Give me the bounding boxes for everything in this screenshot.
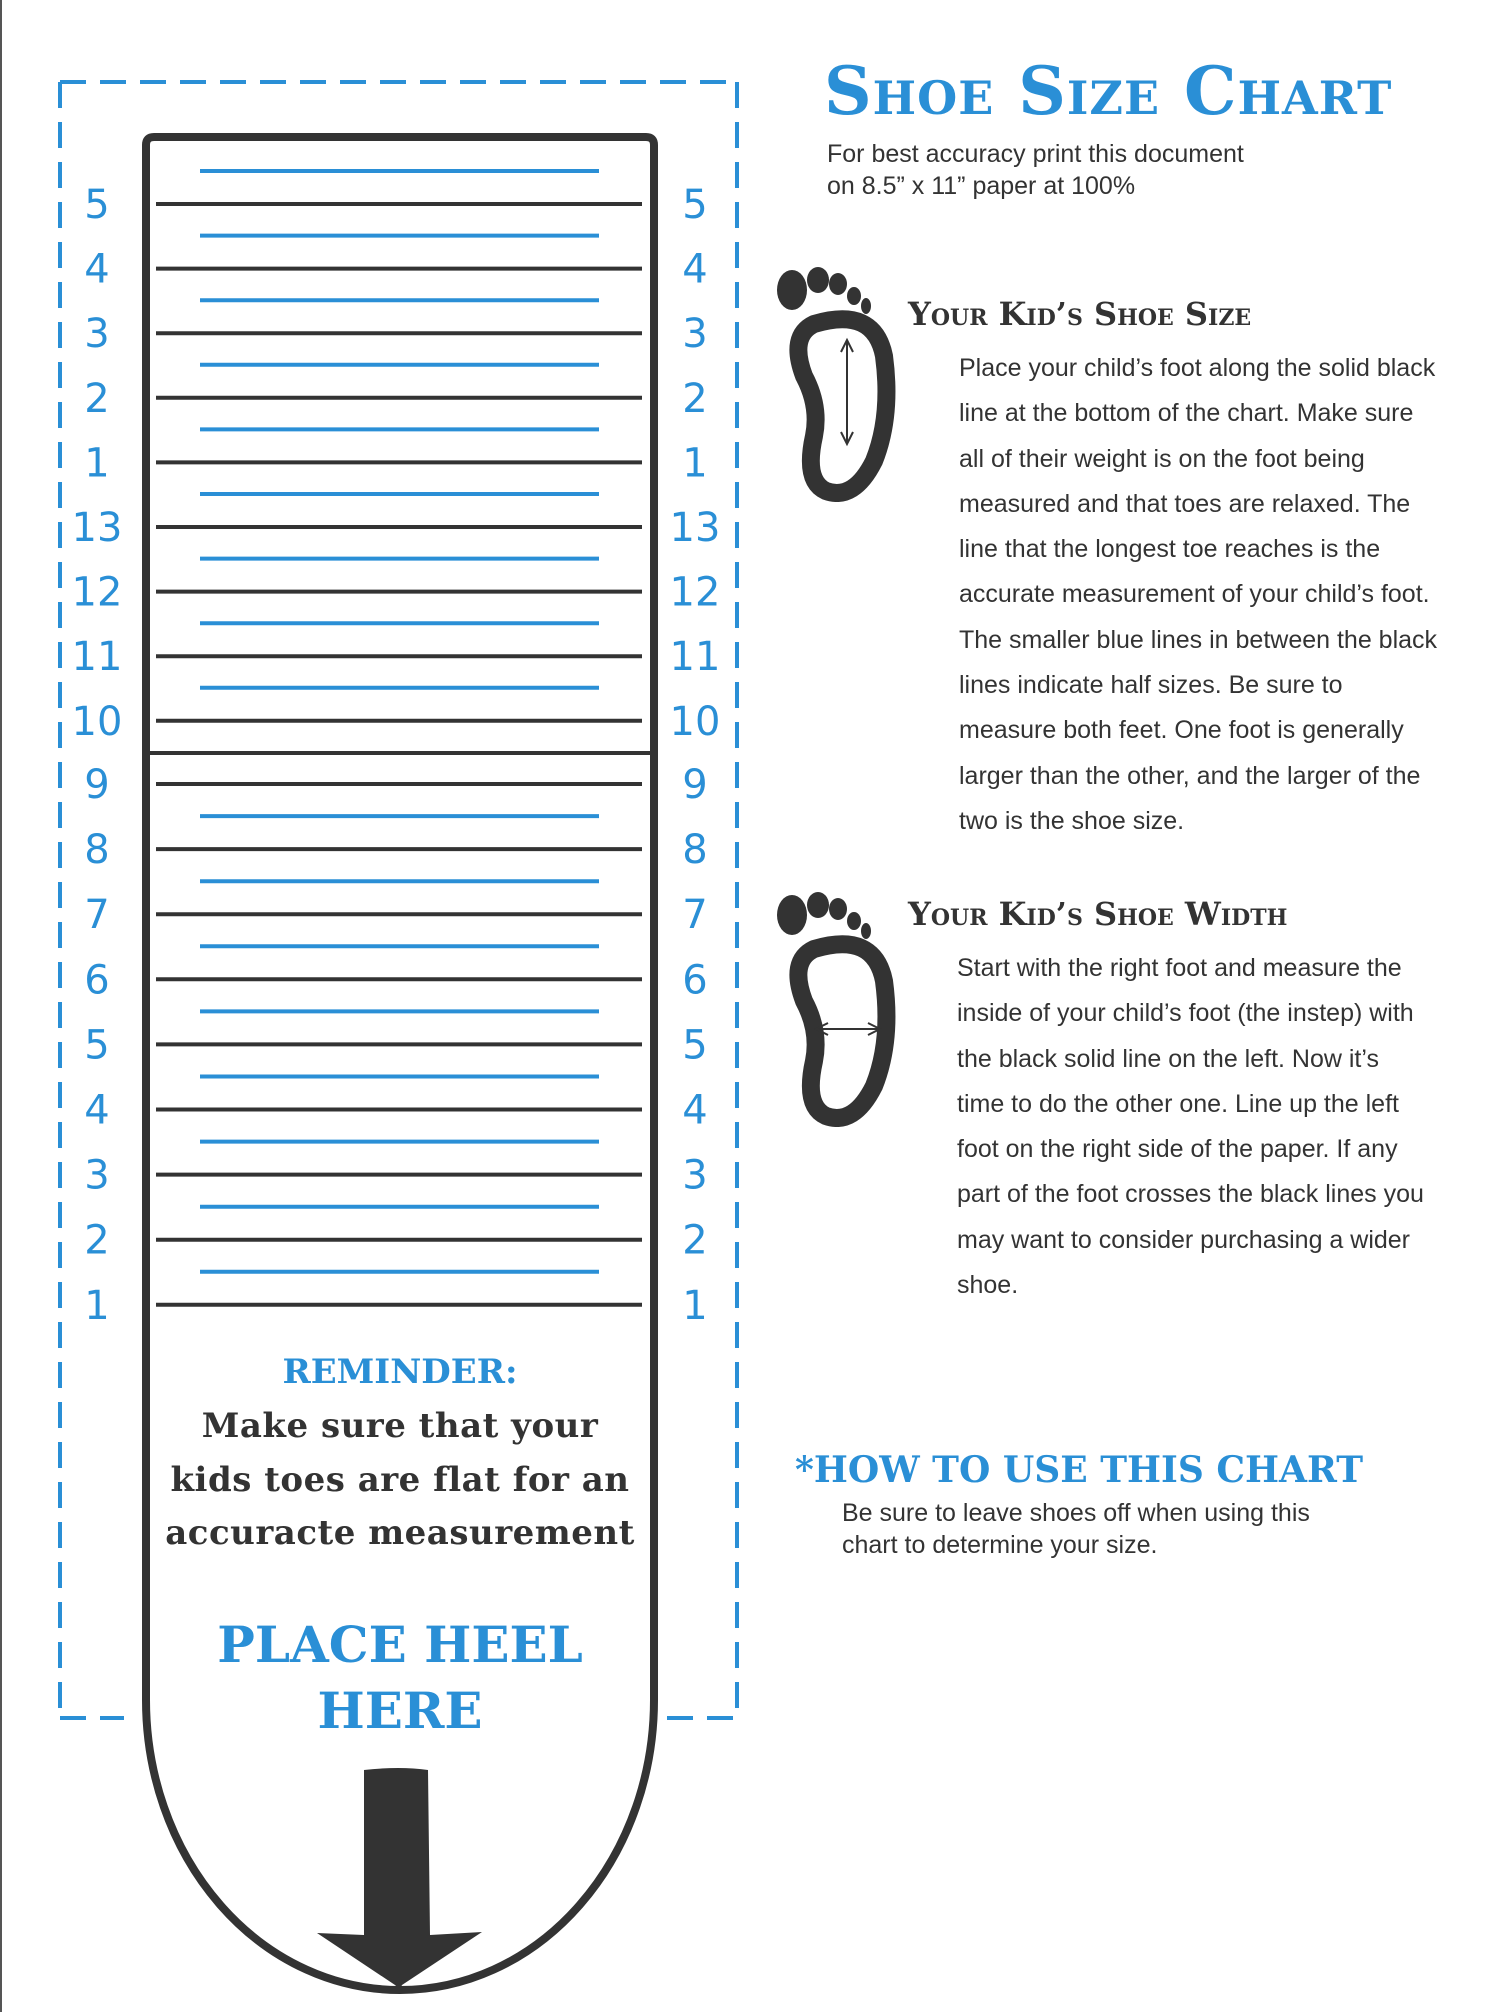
size-label: 12 bbox=[72, 570, 123, 616]
size-label: 1 bbox=[682, 440, 707, 486]
size-label: 13 bbox=[72, 505, 123, 551]
reminder-line: Make sure that your bbox=[201, 1406, 599, 1446]
size-label: 3 bbox=[84, 1153, 109, 1199]
size-label: 3 bbox=[682, 311, 707, 357]
dashed-cut-border bbox=[58, 80, 739, 1720]
print-instructions: For best accuracy print this document on… bbox=[827, 138, 1244, 202]
size-label: 2 bbox=[682, 1218, 707, 1264]
paragraph-line: Place your child’s foot along the solid … bbox=[959, 354, 1436, 382]
paragraph-line: lines indicate half sizes. Be sure to bbox=[959, 671, 1343, 700]
size-label: 1 bbox=[682, 1283, 707, 1329]
size-label: 9 bbox=[682, 762, 707, 808]
reminder-title: REMINDER: bbox=[282, 1352, 518, 1392]
shoe-width-instructions: Start with the right foot and measure th… bbox=[957, 946, 1496, 1308]
subtitle-line: For best accuracy print this document bbox=[827, 140, 1244, 168]
size-label: 4 bbox=[682, 1088, 707, 1134]
reminder-line: accuracte measurement bbox=[165, 1513, 635, 1553]
reminder-text: Make sure that your kids toes are flat f… bbox=[146, 1400, 654, 1561]
shoe-size-instructions: Place your child’s foot along the solid … bbox=[959, 346, 1496, 844]
heel-line: PLACE HEEL bbox=[217, 1615, 583, 1674]
paragraph-line: part of the foot crosses the black lines… bbox=[957, 1180, 1424, 1209]
paragraph-line: line at the bottom of the chart. Make su… bbox=[959, 399, 1414, 428]
size-label: 5 bbox=[84, 182, 109, 228]
size-label: 9 bbox=[84, 762, 109, 808]
size-label: 7 bbox=[682, 892, 707, 938]
ruler-outline bbox=[142, 133, 658, 1994]
paragraph-line: line that the longest toe reaches is the bbox=[959, 535, 1381, 564]
heel-line: HERE bbox=[317, 1681, 483, 1740]
paragraph-line: the black solid line on the left. Now it… bbox=[957, 1044, 1379, 1073]
size-label: 11 bbox=[670, 634, 721, 680]
paragraph-line: may want to consider purchasing a wider bbox=[957, 1225, 1411, 1254]
size-label: 6 bbox=[84, 957, 109, 1003]
paragraph-line: inside of your child’s foot (the instep)… bbox=[957, 999, 1414, 1028]
shoe-size-heading: Your Kid’s Shoe Size bbox=[908, 295, 1252, 333]
size-label: 7 bbox=[84, 892, 109, 938]
size-label: 1 bbox=[84, 440, 109, 486]
how-to-line: chart to determine your size. bbox=[842, 1531, 1158, 1559]
paragraph-line: time to do the other one. Line up the le… bbox=[957, 1089, 1399, 1118]
size-label: 5 bbox=[682, 182, 707, 228]
size-label: 10 bbox=[670, 699, 721, 745]
size-label: 4 bbox=[84, 1088, 109, 1134]
size-label: 5 bbox=[682, 1022, 707, 1068]
foot-width-icon bbox=[777, 892, 896, 1127]
paragraph-line: The smaller blue lines in between the bl… bbox=[959, 625, 1438, 654]
size-label: 2 bbox=[84, 1218, 109, 1264]
paragraph-line: two is the shoe size. bbox=[959, 806, 1185, 835]
how-to-heading: *HOW TO USE THIS CHART bbox=[795, 1449, 1364, 1491]
size-label: 4 bbox=[84, 247, 109, 293]
size-label: 8 bbox=[682, 827, 707, 873]
subtitle-line: on 8.5” x 11” paper at 100% bbox=[827, 172, 1136, 200]
size-label: 2 bbox=[682, 376, 707, 422]
size-label: 3 bbox=[682, 1153, 707, 1199]
size-label: 12 bbox=[670, 570, 721, 616]
size-label: 8 bbox=[84, 827, 109, 873]
size-label: 6 bbox=[682, 957, 707, 1003]
size-label: 5 bbox=[84, 1022, 109, 1068]
paragraph-line: measured and that toes are relaxed. The bbox=[959, 489, 1411, 518]
size-label: 1 bbox=[84, 1283, 109, 1329]
paragraph-line: measure both feet. One foot is generally bbox=[959, 716, 1404, 745]
foot-length-icon bbox=[777, 267, 896, 502]
down-arrow-icon bbox=[317, 1768, 482, 1988]
size-label: 10 bbox=[72, 699, 123, 745]
shoe-width-heading: Your Kid’s Shoe Width bbox=[908, 895, 1288, 933]
place-heel-label: PLACE HEEL HERE bbox=[146, 1612, 654, 1744]
size-label: 4 bbox=[682, 247, 707, 293]
paragraph-line: Start with the right foot and measure th… bbox=[957, 954, 1402, 982]
paragraph-line: larger than the other, and the larger of… bbox=[959, 761, 1421, 790]
paragraph-line: shoe. bbox=[957, 1271, 1019, 1300]
size-label: 13 bbox=[670, 505, 721, 551]
paragraph-line: accurate measurement of your child’s foo… bbox=[959, 580, 1430, 609]
how-to-line: Be sure to leave shoes off when using th… bbox=[842, 1499, 1310, 1527]
size-label: 3 bbox=[84, 311, 109, 357]
page-title: Shoe Size Chart bbox=[824, 52, 1393, 130]
reminder-line: kids toes are flat for an bbox=[170, 1459, 630, 1500]
paragraph-line: foot on the right side of the paper. If … bbox=[957, 1135, 1398, 1164]
size-label: 11 bbox=[72, 634, 123, 680]
how-to-text: Be sure to leave shoes off when using th… bbox=[842, 1497, 1310, 1561]
paragraph-line: all of their weight is on the foot being bbox=[959, 444, 1365, 473]
size-label: 2 bbox=[84, 376, 109, 422]
